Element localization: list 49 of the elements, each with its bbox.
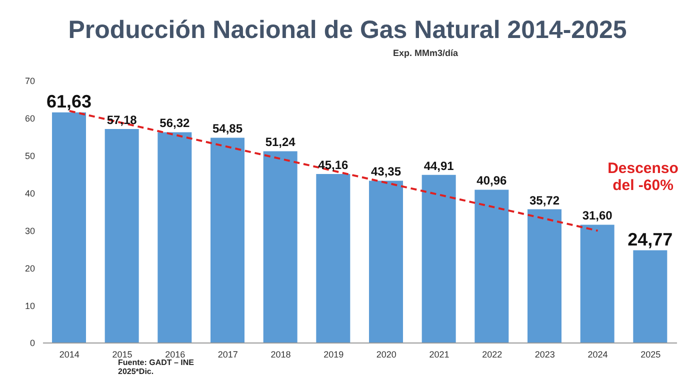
y-tick-label: 30 (24, 226, 35, 236)
bar (369, 180, 403, 343)
x-tick-label: 2017 (218, 349, 238, 360)
y-tick-label: 60 (24, 114, 35, 124)
bar (158, 132, 192, 343)
source-note: Fuente: GADT – INE (118, 358, 194, 367)
chart-title: Producción Nacional de Gas Natural 2014-2025 (67, 15, 628, 45)
x-tick-label: 2022 (482, 349, 502, 360)
y-tick-label: 50 (24, 151, 35, 162)
data-label: 40,96 (476, 174, 508, 188)
x-tick-label: 2025 (640, 349, 661, 360)
bar (528, 209, 562, 343)
x-tick-label: 2016 (165, 349, 186, 360)
data-label: 57,18 (106, 112, 138, 127)
x-tick-label: 2023 (534, 349, 555, 360)
y-tick-label: 0 (30, 338, 35, 348)
data-label: 24,77 (628, 229, 673, 250)
bar (633, 250, 668, 343)
data-label: 56,32 (160, 116, 190, 130)
x-tick-label: 2014 (59, 349, 80, 360)
x-tick-label: 2021 (429, 349, 450, 360)
y-tick-label: 10 (24, 300, 35, 311)
y-tick-label: 70 (24, 76, 35, 86)
bar (422, 174, 456, 343)
annotation: Descenso del -60% (606, 160, 680, 194)
x-tick-label: 2019 (324, 349, 344, 360)
bar (52, 112, 86, 343)
bar (580, 224, 614, 343)
data-label: 61,63 (46, 91, 92, 112)
x-tick-label: 2024 (588, 349, 608, 360)
y-tick-label: 40 (24, 188, 35, 198)
chart-subtitle: Exp. MMm3/día (393, 48, 458, 58)
data-label: 35,72 (529, 193, 560, 208)
data-label: 43,35 (370, 164, 402, 179)
x-tick-label: 2018 (270, 349, 291, 360)
text: 2025*Dic. (118, 367, 155, 376)
x-tick-label: 2020 (376, 349, 396, 360)
bar (263, 151, 298, 343)
bar (474, 190, 509, 343)
bar (210, 138, 244, 343)
bar (316, 174, 350, 343)
bar (104, 128, 139, 343)
x-tick-label: 2015 (112, 349, 132, 360)
data-label: 45,16 (318, 158, 349, 172)
data-label: 44,91 (424, 158, 454, 173)
data-label: 31,60 (582, 208, 613, 223)
data-label: 54,85 (212, 122, 243, 136)
y-tick-label: 20 (24, 263, 35, 274)
data-label: 51,24 (265, 135, 296, 150)
